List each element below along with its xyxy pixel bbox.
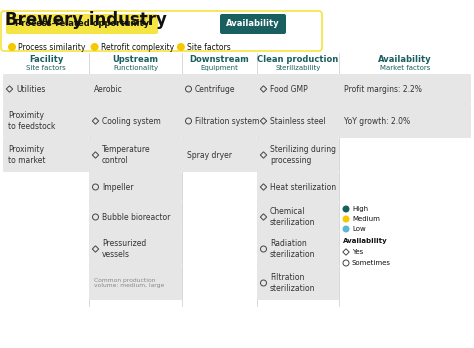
Text: YoY growth: 2.0%: YoY growth: 2.0% <box>344 117 410 126</box>
Text: Filtration
sterilization: Filtration sterilization <box>270 273 316 293</box>
Circle shape <box>91 43 99 51</box>
Text: Heat sterilization: Heat sterilization <box>270 182 336 191</box>
Text: Stainless steel: Stainless steel <box>270 117 326 126</box>
FancyBboxPatch shape <box>339 104 471 138</box>
Text: Profit margins: 2.2%: Profit margins: 2.2% <box>344 85 422 94</box>
Text: Site factors: Site factors <box>26 65 66 71</box>
Text: Cooling system: Cooling system <box>102 117 161 126</box>
Text: Sterilizing during
processing: Sterilizing during processing <box>270 145 336 165</box>
Text: Availability: Availability <box>343 238 388 244</box>
FancyBboxPatch shape <box>182 138 257 172</box>
FancyBboxPatch shape <box>257 74 339 104</box>
FancyBboxPatch shape <box>220 14 286 34</box>
Text: Medium: Medium <box>352 216 380 222</box>
FancyBboxPatch shape <box>89 232 182 266</box>
Text: Bubble bioreactor: Bubble bioreactor <box>102 213 170 221</box>
Text: Chemical
sterilization: Chemical sterilization <box>270 207 316 227</box>
FancyBboxPatch shape <box>89 74 182 104</box>
FancyBboxPatch shape <box>6 14 158 34</box>
Text: Radiation
sterilization: Radiation sterilization <box>270 239 316 259</box>
FancyBboxPatch shape <box>182 74 257 104</box>
Text: Low: Low <box>352 226 366 232</box>
FancyBboxPatch shape <box>3 104 89 138</box>
Text: Process-related opportunity: Process-related opportunity <box>15 19 149 29</box>
FancyBboxPatch shape <box>89 138 182 172</box>
Text: Market factors: Market factors <box>380 65 430 71</box>
Text: Retrofit complexity: Retrofit complexity <box>100 42 174 52</box>
Text: Site factors: Site factors <box>187 42 231 52</box>
FancyBboxPatch shape <box>257 232 339 266</box>
FancyBboxPatch shape <box>257 138 339 172</box>
FancyBboxPatch shape <box>3 74 89 104</box>
Circle shape <box>343 206 349 213</box>
Text: Proximity
to market: Proximity to market <box>8 145 46 165</box>
FancyBboxPatch shape <box>257 202 339 232</box>
Text: Downstream: Downstream <box>190 55 249 64</box>
Text: Clean production: Clean production <box>257 55 338 64</box>
Text: Spray dryer: Spray dryer <box>187 150 232 159</box>
Text: Proximity
to feedstock: Proximity to feedstock <box>8 111 55 131</box>
Text: Facility: Facility <box>29 55 63 64</box>
FancyBboxPatch shape <box>89 266 182 300</box>
Text: Temperature
control: Temperature control <box>102 145 151 165</box>
Text: Filtration system: Filtration system <box>195 117 259 126</box>
Circle shape <box>177 43 185 51</box>
Circle shape <box>343 215 349 222</box>
Text: Sterilizability: Sterilizability <box>275 65 321 71</box>
Text: Availability: Availability <box>226 19 280 29</box>
Text: Utilities: Utilities <box>16 85 46 94</box>
Text: Availability: Availability <box>378 55 432 64</box>
FancyBboxPatch shape <box>257 172 339 202</box>
FancyBboxPatch shape <box>339 74 471 104</box>
Text: Food GMP: Food GMP <box>270 85 308 94</box>
Circle shape <box>8 43 16 51</box>
Text: Brewery industry: Brewery industry <box>5 11 167 29</box>
Text: Aerobic: Aerobic <box>94 85 123 94</box>
FancyBboxPatch shape <box>89 202 182 232</box>
Text: Process similarity: Process similarity <box>18 42 85 52</box>
Text: Functionality: Functionality <box>113 65 158 71</box>
Circle shape <box>343 226 349 232</box>
Text: High: High <box>352 206 368 212</box>
Text: Equipment: Equipment <box>201 65 238 71</box>
Text: Impeller: Impeller <box>102 182 134 191</box>
FancyBboxPatch shape <box>3 138 89 172</box>
Text: Yes: Yes <box>352 249 363 255</box>
FancyBboxPatch shape <box>89 104 182 138</box>
Text: Sometimes: Sometimes <box>352 260 391 266</box>
FancyBboxPatch shape <box>257 266 339 300</box>
FancyBboxPatch shape <box>89 172 182 202</box>
FancyBboxPatch shape <box>182 104 257 138</box>
Text: Pressurized
vessels: Pressurized vessels <box>102 239 146 259</box>
Text: Centrifuge: Centrifuge <box>195 85 236 94</box>
FancyBboxPatch shape <box>257 104 339 138</box>
Text: Upstream: Upstream <box>112 55 158 64</box>
Text: Common production
volume: medium, large: Common production volume: medium, large <box>94 278 164 288</box>
